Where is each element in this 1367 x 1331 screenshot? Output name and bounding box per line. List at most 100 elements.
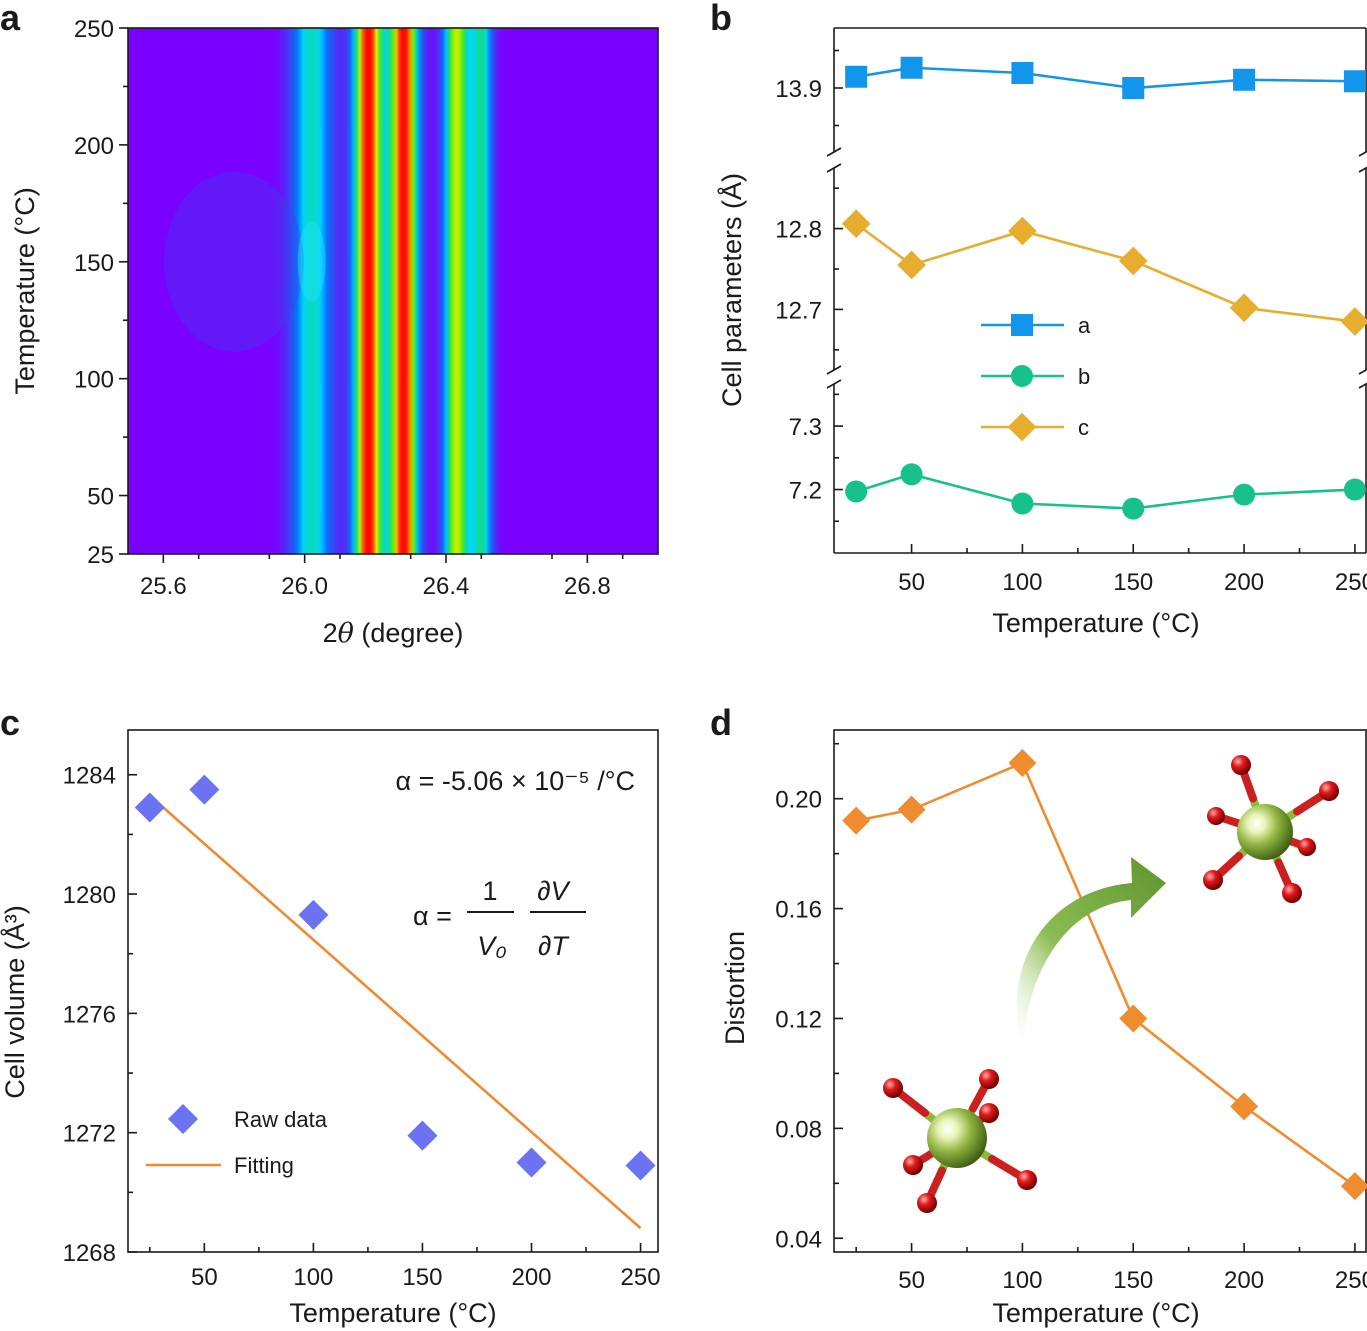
heatmap-frame — [127, 27, 659, 555]
raw-data-point — [298, 899, 329, 930]
alpha-annotation: α = -5.06 × 10⁻⁵ /°C — [396, 766, 635, 796]
y-tick-label-d: 0.20 — [775, 787, 822, 814]
y-tick-label-d: 0.04 — [775, 1226, 822, 1253]
distortion-plot: 50 100 150 200 250 0.04 0.08 0.12 0.16 0.20 — [775, 729, 1367, 1294]
y-tick-label-d: 0.16 — [775, 897, 822, 924]
axis-break-mark — [826, 163, 842, 173]
expansion-formula: α = 1 V₀ ∂V ∂T — [413, 876, 586, 961]
y-tick-label-a: 200 — [74, 133, 114, 160]
y-tick-label-b: 13.9 — [775, 76, 822, 103]
x-tick-label-a: 26.0 — [281, 573, 328, 600]
legend-label-raw: Raw data — [234, 1107, 328, 1132]
panel-d: d 50 100 150 200 250 0.04 0.08 0.12 0.16 0.20 Tem… — [710, 702, 1367, 1328]
cell-volume-plot: 50 100 150 200 250 1268 1272 1276 1280 1284 Raw da… — [63, 729, 661, 1291]
legend-label-b: b — [1078, 364, 1090, 389]
x-tick-label-c: 50 — [191, 1264, 218, 1291]
panel-label-c: c — [0, 702, 20, 743]
y-tick-label-c: 1272 — [63, 1121, 116, 1148]
axis-break-mark — [1358, 382, 1367, 389]
series-line-c — [855, 222, 1356, 323]
marker-diamond — [1007, 412, 1037, 442]
x-axis-label-c: Temperature (°C) — [289, 1298, 496, 1328]
x-tick-label-d: 100 — [1002, 1267, 1042, 1294]
distortion-point — [1119, 1004, 1148, 1033]
y-tick-label-d: 0.08 — [775, 1116, 822, 1143]
transition-arrow — [1016, 857, 1166, 1048]
distortion-point — [897, 795, 926, 824]
y-tick-label-c: 1284 — [63, 763, 116, 790]
formula-numerator-2: ∂V — [537, 876, 571, 906]
y-tick-label-b: 12.7 — [775, 297, 822, 324]
axis-break-mark — [1358, 166, 1367, 173]
oxygen-atom — [903, 1155, 923, 1175]
oxygen-atom — [1319, 781, 1339, 801]
legend-c: Raw data Fitting — [146, 1104, 328, 1178]
legend-label-fit: Fitting — [234, 1153, 294, 1178]
marker-circle — [1011, 365, 1033, 387]
x-tick-label-d: 150 — [1113, 1267, 1153, 1294]
plot-frame-d — [833, 729, 1367, 1253]
heatmap-shade — [164, 171, 304, 352]
raw-data-point — [407, 1120, 438, 1151]
distortion-point — [1008, 748, 1037, 777]
y-tick-label-a: 25 — [87, 542, 114, 569]
metal-atom — [1237, 804, 1293, 860]
distortion-point — [1230, 1092, 1259, 1121]
panel-c: c 50 100 150 200 250 1268 1272 1276 1280 1284 Raw … — [0, 702, 661, 1328]
marker-circle — [1343, 478, 1366, 501]
y-axis-label-d: Distortion — [720, 931, 750, 1045]
raw-data-point — [625, 1150, 656, 1181]
oxygen-atom — [1298, 838, 1316, 856]
oxygen-atom — [883, 1078, 903, 1098]
marker-square — [1122, 77, 1145, 99]
distortion-point — [1340, 1172, 1367, 1201]
y-tick-label-a: 50 — [87, 484, 114, 511]
x-tick-label-b: 50 — [898, 569, 925, 596]
marker-circle — [1011, 492, 1034, 515]
raw-data-point — [189, 774, 220, 805]
marker-diamond — [1118, 246, 1148, 276]
legend-marker-raw — [168, 1104, 198, 1134]
x-tick-label-b: 200 — [1224, 569, 1264, 596]
axis-break-mark — [826, 147, 842, 157]
x-tick-label-d: 250 — [1335, 1267, 1367, 1294]
x-tick-label-c: 250 — [621, 1264, 661, 1291]
formula-lhs: α = — [413, 901, 452, 931]
panel-label-a: a — [0, 0, 21, 38]
formula-denominator-2: ∂T — [538, 931, 570, 961]
formula-numerator-1: 1 — [482, 876, 497, 906]
oxygen-atom — [1203, 870, 1223, 890]
series-b — [845, 463, 1366, 520]
legend-label-a: a — [1078, 313, 1091, 338]
marker-circle — [900, 463, 923, 486]
fit-line — [148, 794, 642, 1230]
oxygen-atom — [979, 1103, 999, 1123]
legend-label-c: c — [1078, 415, 1089, 440]
panel-b: b 50 100 150 200 250 7.2 7.3 12.7 12.8 13.9 a b c Te… — [710, 0, 1367, 638]
x-axis-label-b: Temperature (°C) — [992, 608, 1199, 638]
y-tick-label-c: 1268 — [63, 1240, 116, 1267]
panel-label-d: d — [710, 702, 732, 743]
marker-diamond — [841, 209, 871, 239]
series-c — [841, 209, 1367, 336]
formula-denominator-1: V₀ — [477, 931, 506, 961]
marker-square — [1011, 62, 1034, 84]
marker-square — [900, 56, 923, 79]
oxygen-atom — [1017, 1170, 1037, 1190]
octahedron-distorted — [883, 1069, 1037, 1213]
cell-parameter-plot: 50 100 150 200 250 7.2 7.3 12.7 12.8 13.9 a b c — [775, 27, 1367, 596]
y-tick-label-b: 7.2 — [789, 478, 822, 505]
x-tick-label-b: 250 — [1335, 569, 1367, 596]
y-tick-label-a: 250 — [74, 16, 114, 43]
octahedron-undistorted — [1203, 755, 1339, 903]
heatmap-ticks: 25.6 26.0 26.4 26.8 25 50 100 150 200 250 — [74, 16, 624, 600]
axis-break-mark — [1358, 368, 1367, 375]
x-tick-label-d: 200 — [1224, 1267, 1264, 1294]
raw-data-point — [134, 792, 165, 823]
panel-a: a 25.6 26.0 26.4 26.8 25 50 100 150 200 250 2θ (d… — [0, 0, 659, 649]
plot-frame-c — [127, 729, 659, 1253]
x-tick-label-d: 50 — [898, 1267, 925, 1294]
xrd-heatmap — [128, 28, 658, 554]
oxygen-atom — [1207, 807, 1225, 825]
